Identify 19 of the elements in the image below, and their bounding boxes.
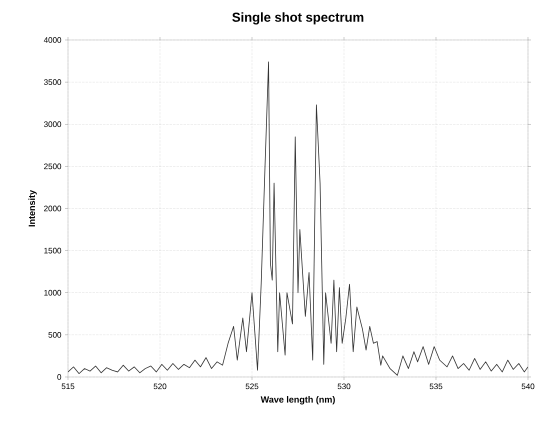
x-axis-title: Wave length (nm)	[260, 396, 335, 404]
line-series	[68, 61, 528, 376]
x-tick-label: 515	[62, 384, 74, 390]
y-tick-label: 2000	[44, 206, 62, 212]
y-tick-label: 4000	[44, 37, 62, 43]
chart-title: Single shot spectrum	[232, 12, 364, 24]
y-tick-label: 500	[48, 332, 62, 338]
x-tick-label: 530	[338, 384, 350, 390]
y-tick-label: 2500	[44, 164, 62, 170]
x-tick-label: 535	[430, 384, 442, 390]
y-axis-title: Intensity	[28, 190, 37, 226]
y-tick-label: 1500	[44, 248, 62, 254]
y-tick-label: 0	[57, 374, 62, 380]
y-tick-label: 3000	[44, 121, 62, 128]
x-tick-label: 520	[154, 384, 166, 390]
y-tick-label: 3500	[44, 79, 62, 85]
y-tick-label: 1000	[44, 290, 62, 296]
x-tick-label: 540	[522, 384, 534, 390]
x-tick-label: 525	[246, 384, 258, 390]
